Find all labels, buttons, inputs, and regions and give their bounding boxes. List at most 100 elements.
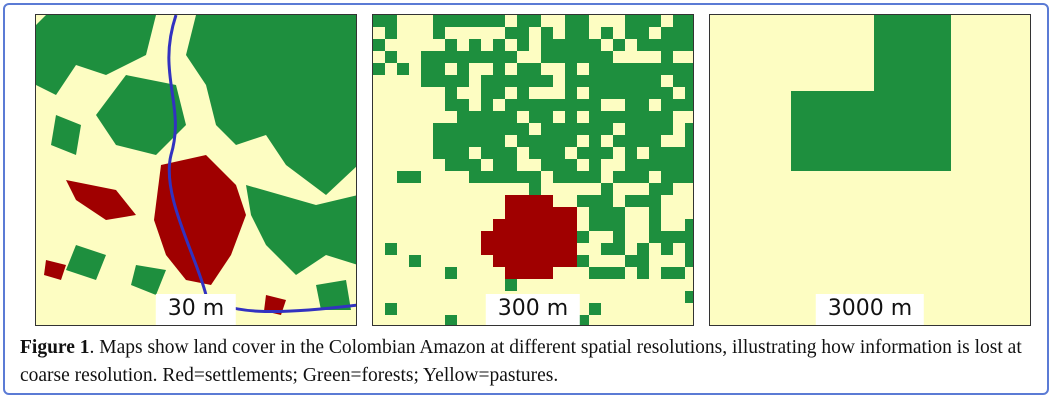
- forest-cell: [577, 15, 589, 27]
- forest-cell: [577, 315, 589, 325]
- settlement-cell: [517, 207, 529, 219]
- map: [791, 15, 951, 171]
- forest-cell: [589, 303, 601, 315]
- forest-cell: [637, 123, 649, 135]
- forest-cell: [625, 27, 637, 39]
- forest-cell: [433, 51, 445, 63]
- forest-cell: [493, 15, 505, 27]
- settlement-cell: [493, 219, 505, 231]
- forest-cell: [565, 87, 577, 99]
- forest-cell: [481, 99, 493, 111]
- forest-cell: [685, 255, 693, 267]
- forest-cell: [409, 171, 421, 183]
- forest-cell: [553, 123, 565, 135]
- forest-cell: [601, 51, 613, 63]
- forest-cell: [517, 15, 529, 27]
- forest-cell: [589, 63, 601, 75]
- forest-cell: [685, 27, 693, 39]
- forest-cell: [661, 243, 673, 255]
- forest-cell: [685, 171, 693, 183]
- forest-cell: [421, 75, 433, 87]
- forest-cell: [613, 63, 625, 75]
- forest-cell: [529, 183, 541, 195]
- settlement-cell: [529, 195, 541, 207]
- settlement-cell: [517, 195, 529, 207]
- forest-cell: [421, 51, 433, 63]
- forest-cell: [529, 135, 541, 147]
- forest-cell: [553, 135, 565, 147]
- forest-cell: [541, 147, 553, 159]
- forest-cell: [541, 39, 553, 51]
- map-300m: 300 m: [372, 14, 694, 326]
- forest-cell: [637, 15, 649, 27]
- forest-cell: [601, 123, 613, 135]
- forest-cell: [649, 195, 661, 207]
- forest-cell: [397, 63, 409, 75]
- forest-cell: [445, 39, 457, 51]
- forest-cell: [433, 147, 445, 159]
- forest-cell: [685, 15, 693, 27]
- forest-cell: [565, 51, 577, 63]
- forest: [791, 91, 951, 171]
- settlement-cell: [553, 255, 565, 267]
- forest-cell: [613, 207, 625, 219]
- settlement-cell: [553, 219, 565, 231]
- forest-cell: [493, 135, 505, 147]
- settlement-cell: [481, 243, 493, 255]
- settlement-cell: [505, 243, 517, 255]
- forest-cell: [625, 171, 637, 183]
- forest-cell: [649, 159, 661, 171]
- forest-cell: [673, 15, 685, 27]
- forest-cell: [685, 231, 693, 243]
- forest-cell: [625, 147, 637, 159]
- forest-cell: [517, 63, 529, 75]
- forest-cell: [577, 231, 589, 243]
- forest-cell: [529, 147, 541, 159]
- forest-cell: [481, 87, 493, 99]
- forest-cell: [445, 147, 457, 159]
- forest-cell: [649, 15, 661, 27]
- forest-cell: [529, 171, 541, 183]
- forest-cell: [517, 99, 529, 111]
- forest-cell: [493, 39, 505, 51]
- forest-cell: [445, 315, 457, 325]
- forest-cell: [457, 15, 469, 27]
- forest-cell: [493, 87, 505, 99]
- forest-cell: [613, 39, 625, 51]
- forest-cell: [673, 171, 685, 183]
- forest-cell: [589, 267, 601, 279]
- forest-cell: [493, 63, 505, 75]
- forest-cell: [505, 279, 517, 291]
- settlement: [44, 155, 286, 315]
- forest-cell: [481, 147, 493, 159]
- settlement-cell: [529, 207, 541, 219]
- forest-cell: [481, 123, 493, 135]
- forest-cell: [493, 75, 505, 87]
- forest-cell: [529, 111, 541, 123]
- forest-cell: [505, 111, 517, 123]
- forest-cell: [613, 87, 625, 99]
- settlement-cell: [553, 231, 565, 243]
- forest-cell: [373, 15, 385, 27]
- forest-cell: [577, 39, 589, 51]
- forest-cell: [661, 123, 673, 135]
- forest-cell: [625, 111, 637, 123]
- forest-cell: [661, 39, 673, 51]
- forest-cell: [625, 123, 637, 135]
- forest-cell: [457, 123, 469, 135]
- settlement-cell: [529, 267, 541, 279]
- forest-cell: [649, 39, 661, 51]
- forest-cell: [613, 111, 625, 123]
- forest-cell: [637, 99, 649, 111]
- map: [373, 15, 693, 325]
- forest-cell: [613, 135, 625, 147]
- forest-cell: [649, 207, 661, 219]
- forest-cell: [505, 27, 517, 39]
- forest-cell: [613, 243, 625, 255]
- forest-cell: [457, 75, 469, 87]
- caption-text: . Maps show land cover in the Colombian …: [20, 337, 1022, 386]
- forest-cell: [601, 183, 613, 195]
- settlement-cell: [541, 207, 553, 219]
- forest-cell: [601, 207, 613, 219]
